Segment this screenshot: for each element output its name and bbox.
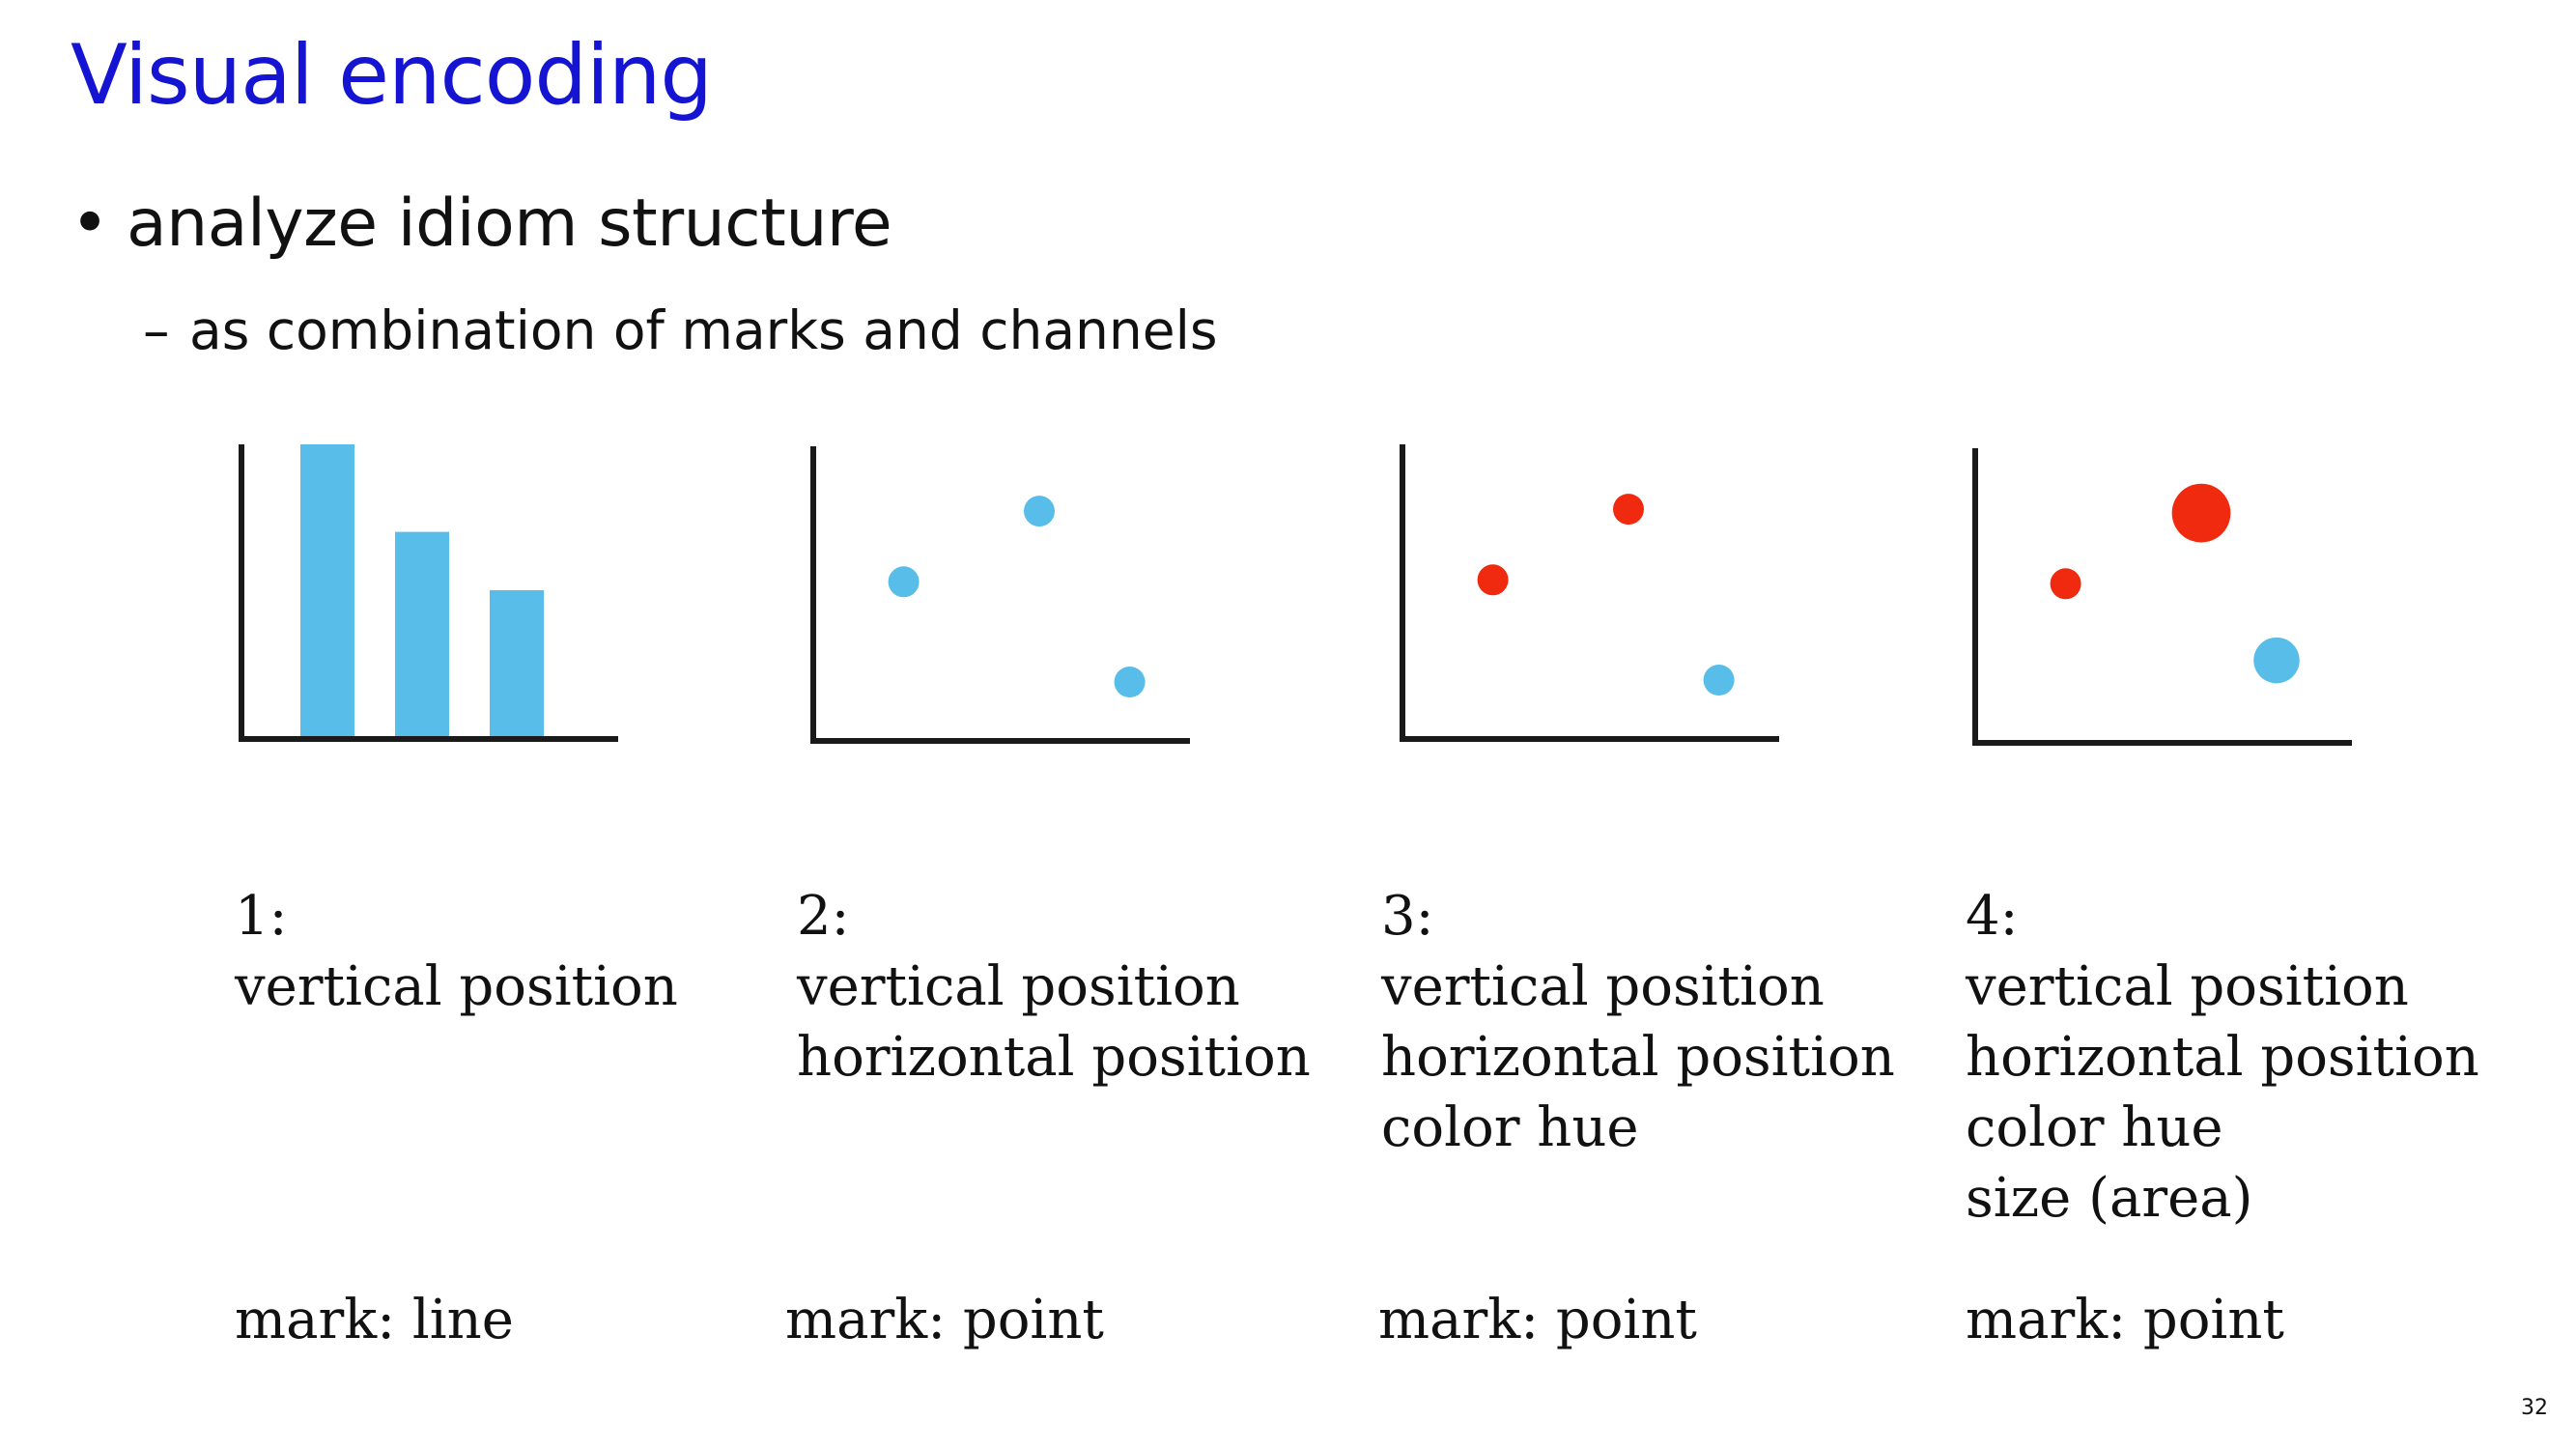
idiom-4-channel-3: color hue (1966, 1096, 2223, 1159)
chart-1-bar-3 (490, 590, 544, 736)
idiom-2-channels: 2: vertical position horizontal position (797, 881, 1311, 1093)
chart-4-point-1 (2050, 568, 2081, 600)
idiom-2-mark: mark: point (785, 1289, 1104, 1351)
subbullet-text: as combination of marks and channels (189, 299, 1218, 361)
chart-3-point-3 (1703, 665, 1735, 696)
idiom-1-number: 1: (235, 885, 288, 948)
idiom-2-number: 2: (797, 885, 850, 948)
idiom-3-channel-1: vertical position (1381, 955, 1825, 1018)
slide-title: Visual encoding (71, 27, 713, 124)
chart-4-point-3 (2253, 637, 2300, 684)
idiom-3-number: 3: (1381, 885, 1434, 948)
idiom-4-mark: mark: point (1966, 1289, 2284, 1351)
idiom-4-channel-4: size (area) (1966, 1167, 2253, 1230)
chart-2-point-1 (888, 566, 920, 598)
chart-3-point-2 (1613, 494, 1644, 526)
idiom-4-channel-2: horizontal position (1966, 1026, 2479, 1089)
chart-2-point-3 (1114, 667, 1146, 697)
chart-1-bar-1 (300, 444, 354, 736)
idiom-3-channels: 3: vertical position horizontal position… (1381, 881, 1895, 1163)
bullet-marker: • (71, 185, 109, 262)
idiom-1-mark: mark: line (235, 1289, 514, 1351)
idiom-4-channel-1: vertical position (1966, 955, 2409, 1018)
idiom-4-channels: 4: vertical position horizontal position… (1966, 881, 2479, 1234)
idiom-2-channel-2: horizontal position (797, 1026, 1311, 1089)
idiom-1-channels: 1: vertical position (235, 881, 678, 1022)
bullet-text: analyze idiom structure (127, 185, 892, 262)
chart-3-point-1 (1477, 564, 1509, 596)
idiom-2-channel-1: vertical position (797, 955, 1240, 1018)
chart-1-bar-2 (395, 531, 449, 736)
idiom-3-mark: mark: point (1378, 1289, 1697, 1351)
bullet-item: • analyze idiom structure (71, 185, 892, 262)
idiom-1-channel-1: vertical position (235, 955, 678, 1018)
chart-2-point-2 (1024, 496, 1055, 527)
idiom-3-channel-3: color hue (1381, 1096, 1639, 1159)
idiom-charts (239, 444, 2352, 746)
chart-4-point-2 (2171, 483, 2231, 543)
subbullet-marker: – (143, 299, 170, 361)
subbullet-item: – as combination of marks and channels (143, 299, 1218, 361)
idiom-3-channel-2: horizontal position (1381, 1026, 1895, 1089)
page-number: 32 (2521, 1396, 2548, 1420)
idiom-4-number: 4: (1966, 885, 2019, 948)
